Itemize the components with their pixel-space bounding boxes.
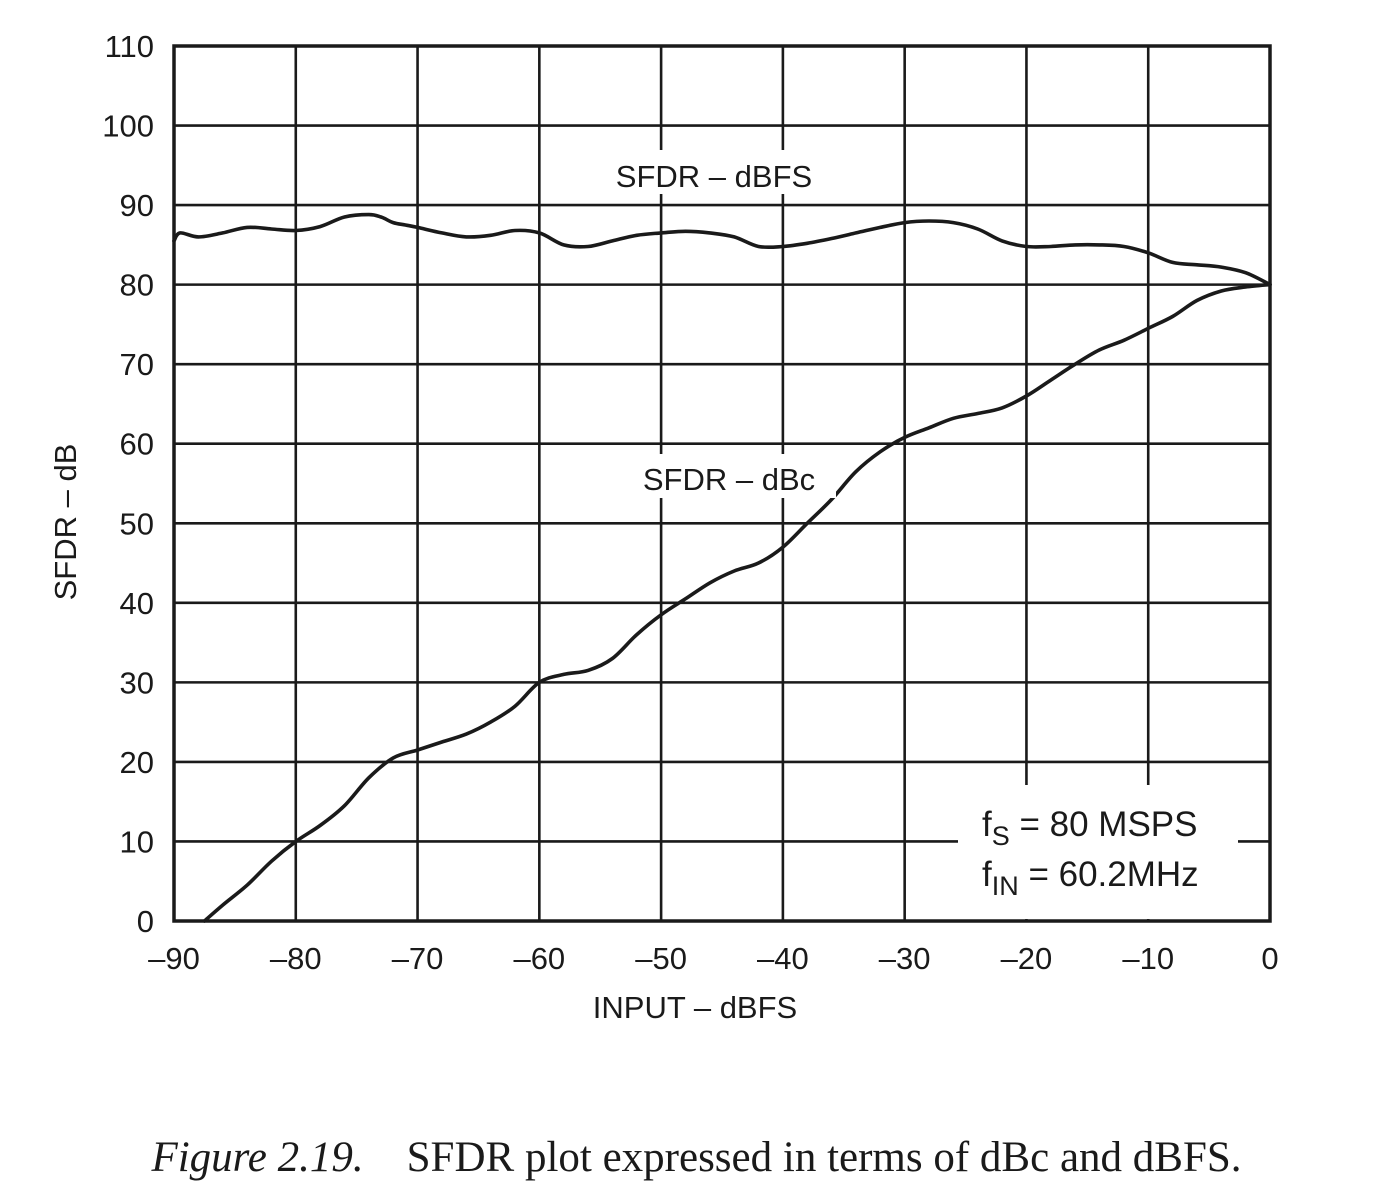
series-label-dbc: SFDR – dBc bbox=[643, 462, 815, 497]
x-tick-label: –80 bbox=[270, 941, 322, 976]
series-line-dbfs bbox=[172, 212, 1272, 287]
series-label-dbfs: SFDR – dBFS bbox=[616, 159, 812, 194]
chart-marks bbox=[172, 212, 1272, 923]
y-tick-label: 80 bbox=[120, 268, 154, 303]
y-tick-label: 70 bbox=[120, 347, 154, 382]
y-tick-label: 50 bbox=[120, 506, 154, 541]
sfdr-chart: –90 –80 –70 –60 –50 –40 –30 –20 –10 0 0 10 20 30 40 50… bbox=[48, 29, 1279, 1025]
y-tick-label: 0 bbox=[137, 904, 154, 939]
y-tick-label: 90 bbox=[120, 188, 154, 223]
dbfs-label-bg bbox=[592, 150, 832, 194]
conditions-box-bg bbox=[958, 785, 1238, 919]
x-tick-labels: –90 –80 –70 –60 –50 –40 –30 –20 –10 0 bbox=[148, 941, 1278, 976]
y-axis-title: SFDR – dB bbox=[48, 444, 83, 601]
x-tick-label: –30 bbox=[879, 941, 931, 976]
x-tick-label: –70 bbox=[392, 941, 444, 976]
x-tick-label: –90 bbox=[148, 941, 200, 976]
plot-frame bbox=[172, 44, 1272, 923]
caption-text: SFDR plot expressed in terms of dBc and … bbox=[406, 1134, 1242, 1181]
series-line-dbc bbox=[202, 282, 1272, 923]
y-tick-label: 40 bbox=[120, 586, 154, 621]
y-tick-label: 110 bbox=[105, 29, 154, 64]
figure-caption: Figure 2.19. SFDR plot expressed in term… bbox=[0, 1133, 1393, 1182]
figure-label: Figure 2.19. bbox=[151, 1134, 364, 1181]
x-tick-label: –50 bbox=[635, 941, 687, 976]
dbc-label-bg bbox=[620, 454, 836, 498]
y-tick-label: 60 bbox=[120, 427, 154, 462]
x-tick-label: 0 bbox=[1261, 941, 1278, 976]
x-tick-label: –60 bbox=[513, 941, 565, 976]
x-tick-label: –40 bbox=[757, 941, 809, 976]
y-tick-label: 30 bbox=[120, 665, 154, 700]
y-tick-label: 10 bbox=[120, 824, 154, 859]
x-tick-label: –20 bbox=[1001, 941, 1053, 976]
y-tick-label: 20 bbox=[120, 745, 154, 780]
x-tick-label: –10 bbox=[1122, 941, 1174, 976]
input-frequency-note: fIN = 60.2MHz bbox=[982, 855, 1199, 901]
x-axis-title: INPUT – dBFS bbox=[593, 990, 797, 1025]
y-tick-labels: 0 10 20 30 40 50 60 70 80 90 100 110 bbox=[102, 29, 154, 939]
y-tick-label: 100 bbox=[102, 109, 154, 144]
sample-rate-note: fS = 80 MSPS bbox=[982, 805, 1197, 851]
